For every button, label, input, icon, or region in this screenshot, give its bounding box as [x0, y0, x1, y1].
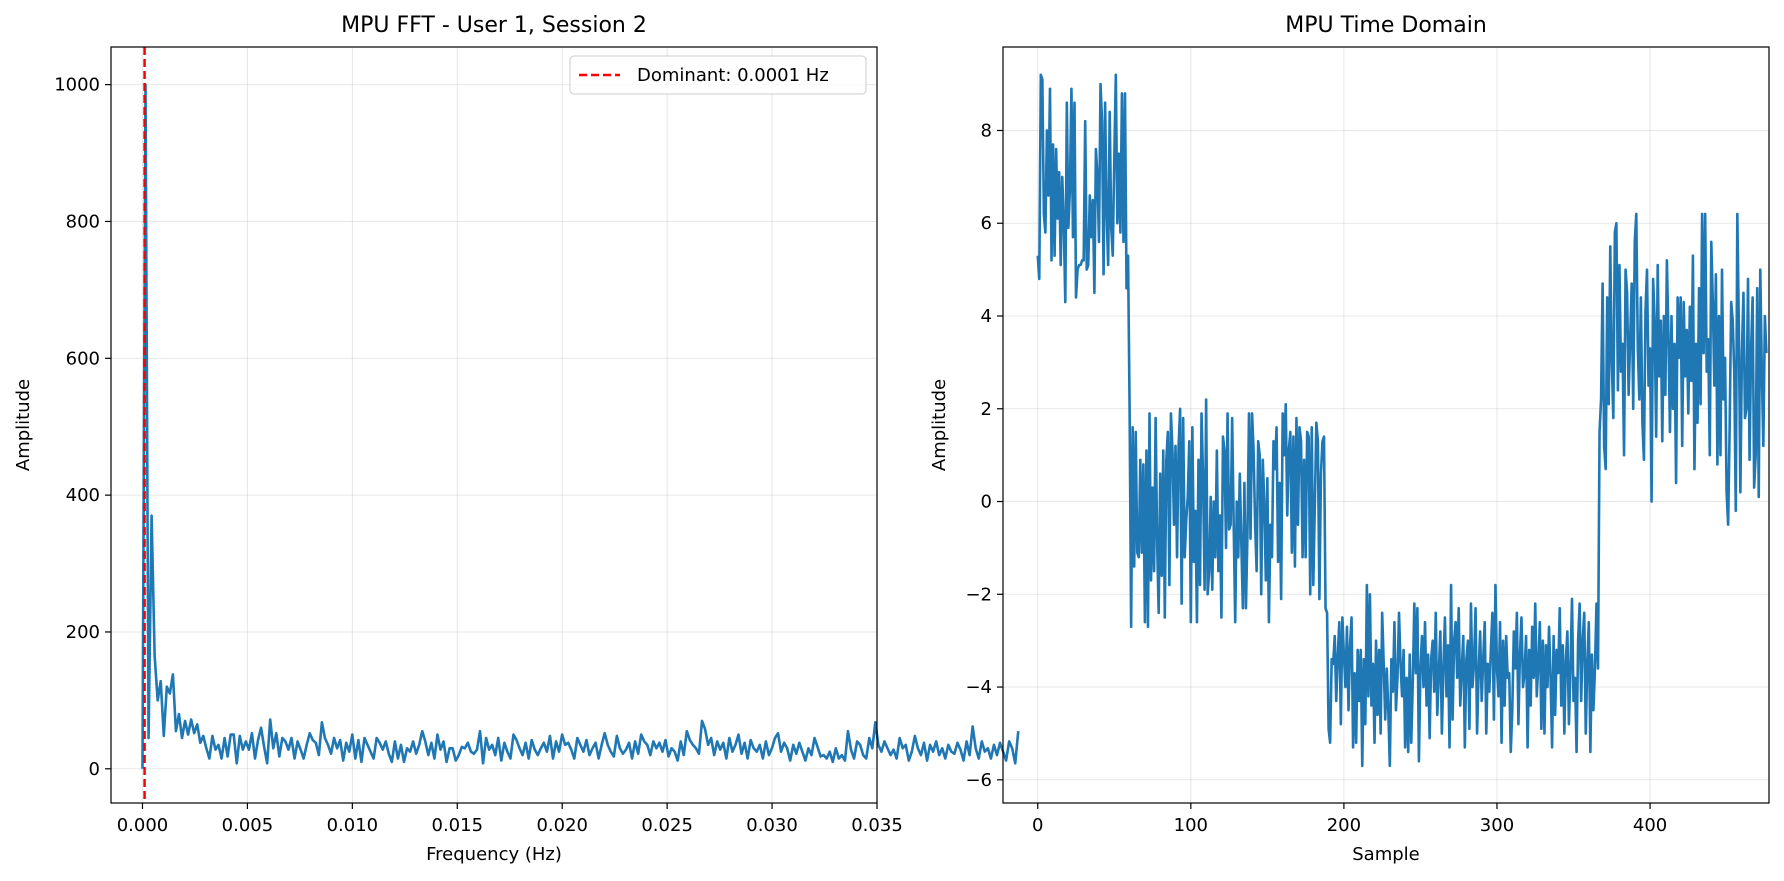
time-x-ticks: 0 100 200 300 400: [1032, 803, 1667, 836]
time-x-axis-label: Sample: [1352, 844, 1420, 865]
time-x-tick-label: 100: [1174, 815, 1208, 836]
time-x-tick-label: 300: [1480, 815, 1514, 836]
fft-axes-frame: [110, 46, 878, 804]
fft-x-tick-label: 0.020: [536, 815, 588, 836]
fft-panel: MPU FFT - User 1, Session 2 0.000 0.005 0.…: [13, 13, 1020, 865]
time-title: MPU Time Domain: [1285, 13, 1487, 38]
time-series-line: [1036, 73, 1768, 768]
fft-legend: Dominant: 0.0001 Hz: [569, 55, 867, 95]
time-panel: MPU Time Domain 0 100 200 300 400 −6 −4 −2 0 2 4 6…: [929, 13, 1770, 865]
time-y-tick-label: −6: [965, 770, 992, 791]
fft-legend-box: [569, 55, 867, 95]
time-y-tick-label: −4: [965, 677, 992, 698]
time-y-ticks: −6 −4 −2 0 2 4 6 8: [965, 120, 1003, 791]
time-x-tick-label: 0: [1032, 815, 1043, 836]
fft-x-tick-label: 0.035: [851, 815, 903, 836]
time-x-tick-label: 200: [1327, 815, 1361, 836]
time-y-tick-label: −2: [965, 584, 992, 605]
fft-y-ticks: 0 200 400 600 800 1000: [54, 75, 111, 780]
fft-series-line: [141, 83, 1020, 769]
fft-title: MPU FFT - User 1, Session 2: [341, 13, 647, 38]
fft-x-tick-label: 0.015: [432, 815, 484, 836]
fft-y-tick-label: 0: [89, 759, 100, 780]
time-y-tick-label: 0: [981, 492, 992, 513]
fft-x-tick-label: 0.030: [746, 815, 798, 836]
time-plot-area: [1036, 73, 1768, 768]
fft-y-tick-label: 600: [66, 348, 100, 369]
fft-y-tick-label: 400: [66, 485, 100, 506]
time-x-tick-label: 400: [1633, 815, 1667, 836]
time-y-tick-label: 6: [981, 213, 992, 234]
fft-plot-area: [141, 47, 1020, 803]
time-y-tick-label: 8: [981, 120, 992, 141]
time-y-axis-label: Amplitude: [929, 379, 950, 471]
fft-x-tick-label: 0.000: [117, 815, 169, 836]
fft-x-ticks: 0.000 0.005 0.010 0.015 0.020 0.025 0.030 0.035: [117, 803, 903, 836]
time-y-tick-label: 2: [981, 399, 992, 420]
fft-x-tick-label: 0.025: [641, 815, 693, 836]
time-axes-frame: [1002, 46, 1770, 804]
fft-x-axis-label: Frequency (Hz): [426, 844, 562, 865]
fft-legend-label: Dominant: 0.0001 Hz: [637, 65, 829, 86]
fft-x-tick-label: 0.005: [222, 815, 274, 836]
fft-x-tick-label: 0.010: [327, 815, 379, 836]
fft-y-tick-label: 1000: [54, 75, 100, 96]
time-y-tick-label: 4: [981, 306, 992, 327]
fft-y-tick-label: 200: [66, 622, 100, 643]
fft-y-tick-label: 800: [66, 211, 100, 232]
fft-y-axis-label: Amplitude: [13, 379, 34, 471]
